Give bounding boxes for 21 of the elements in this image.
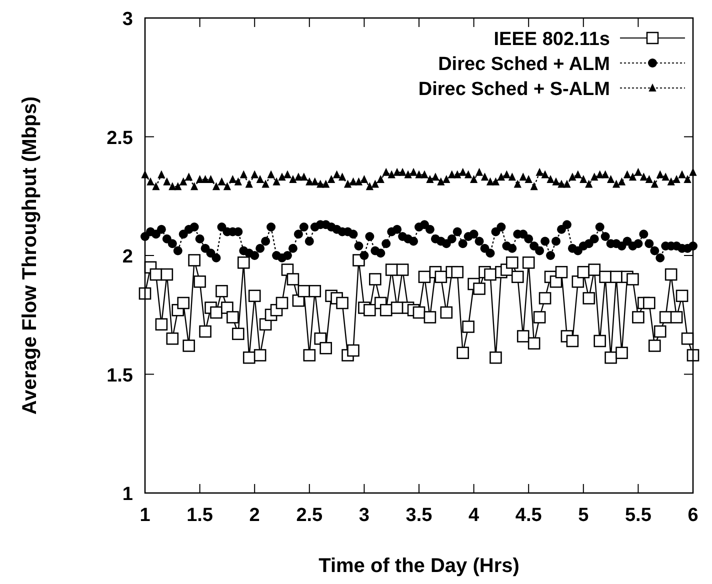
y-tick-label: 2 (122, 246, 133, 268)
x-tick-label: 3 (358, 505, 370, 526)
x-tick-label: 5.5 (624, 505, 652, 526)
legend-label: Direc Sched + ALM (438, 54, 610, 75)
x-tick-label: 4.5 (515, 505, 542, 526)
x-tick-label: 3.5 (406, 505, 433, 526)
x-axis-title: Time of the Day (Hrs) (318, 555, 520, 577)
y-tick-label: 1.5 (106, 365, 134, 386)
legend-label: Direc Sched + S-ALM (418, 79, 610, 100)
y-tick-label: 2.5 (106, 128, 134, 149)
x-tick-label: 2 (249, 505, 260, 526)
y-axis-title: Average Flow Throughput (Mbps) (19, 96, 41, 415)
x-tick-label: 2.5 (296, 505, 324, 526)
legend-label: IEEE 802.11s (494, 29, 610, 50)
x-tick-label: 6 (688, 505, 698, 526)
x-tick-label: 1 (140, 505, 151, 526)
x-tick-label: 5 (578, 505, 590, 526)
x-tick-label: 1.5 (186, 505, 214, 526)
y-tick-label: 3 (122, 9, 133, 30)
x-tick-label: 4 (468, 505, 480, 526)
y-tick-label: 1 (122, 484, 134, 505)
